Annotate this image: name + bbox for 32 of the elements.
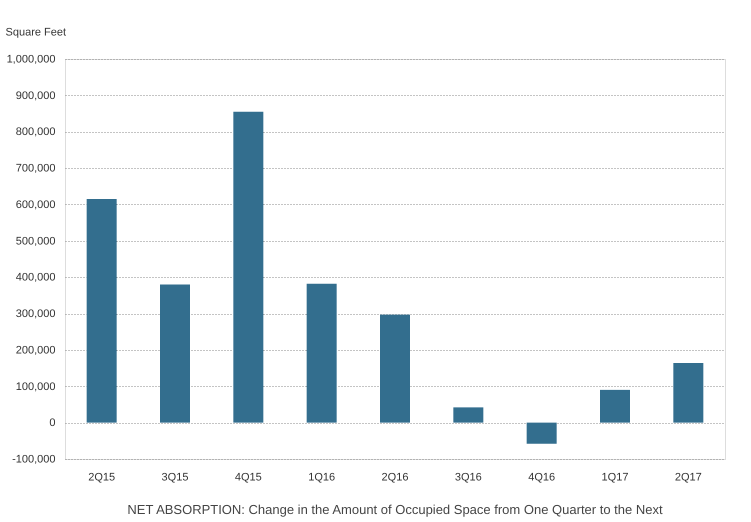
y-tick-label: 600,000 — [16, 198, 56, 211]
y-tick-label: 100,000 — [16, 380, 56, 393]
bar — [526, 422, 557, 444]
x-tick-label: 4Q16 — [528, 472, 556, 484]
text: NET ABSORPTION: Change in the Amount of Occupied Space from One Quarter to the Next — [127, 502, 663, 517]
x-tick-label: 3Q15 — [162, 472, 188, 484]
x-tick-label: 1Q16 — [308, 472, 336, 484]
y-tick-label: 900,000 — [16, 90, 56, 102]
bar — [306, 284, 337, 423]
bar — [380, 314, 410, 423]
x-tick-label: 2Q17 — [674, 472, 702, 484]
y-tick-label: 700,000 — [16, 162, 56, 175]
y-tick-label: 0 — [49, 417, 56, 430]
x-tick-label: 2Q15 — [88, 472, 116, 484]
y-tick-label: 200,000 — [16, 344, 56, 356]
bar — [453, 407, 484, 423]
x-tick-label: 2Q16 — [382, 472, 408, 484]
y-tick-label: 400,000 — [16, 272, 56, 284]
y-tick-label: -100,000 — [12, 454, 56, 466]
y-tick-label: 300,000 — [16, 308, 56, 320]
bar — [673, 363, 704, 423]
x-tick-label: 1Q17 — [602, 472, 628, 484]
y-tick-label: 500,000 — [16, 235, 56, 248]
y-axis-title: Square Feet — [6, 26, 66, 38]
x-tick-label: 3Q16 — [454, 472, 482, 484]
y-tick-label: 1,000,000 — [6, 54, 56, 66]
bar — [233, 112, 264, 423]
bar — [86, 199, 117, 423]
y-tick-label: 800,000 — [16, 126, 56, 138]
bar — [160, 284, 190, 423]
x-tick-label: 4Q15 — [234, 472, 262, 484]
bar — [600, 390, 630, 423]
